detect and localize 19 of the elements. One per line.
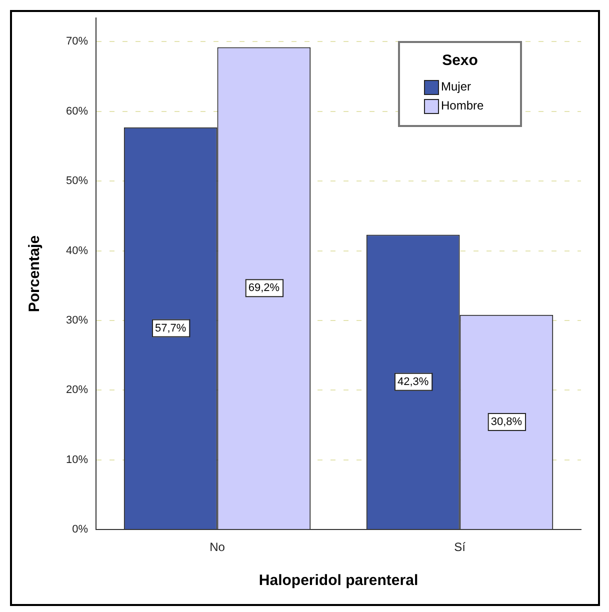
- y-tick-label: 60%: [66, 105, 88, 118]
- y-tick-label: 50%: [66, 175, 88, 188]
- data-label: 57,7%: [154, 322, 186, 334]
- x-tick-label: Sí: [454, 540, 466, 554]
- y-tick-label: 10%: [66, 454, 88, 466]
- y-axis-title: Porcentaje: [26, 235, 44, 312]
- x-tick-label: No: [210, 540, 226, 554]
- y-tick-label: 20%: [66, 384, 88, 396]
- y-tick-label: 30%: [66, 314, 88, 327]
- data-label: 69,2%: [248, 282, 280, 294]
- y-tick-label: 0%: [72, 524, 88, 536]
- data-label: 42,3%: [397, 376, 429, 388]
- y-tick-label: 40%: [66, 244, 88, 257]
- x-axis-title: Haloperidol parenteral: [258, 572, 418, 590]
- data-label: 30,8%: [490, 416, 522, 428]
- legend-label: Mujer: [441, 79, 472, 94]
- y-tick-label: 70%: [66, 36, 88, 48]
- legend-title: Sexo: [442, 52, 478, 70]
- legend-label: Hombre: [441, 98, 484, 112]
